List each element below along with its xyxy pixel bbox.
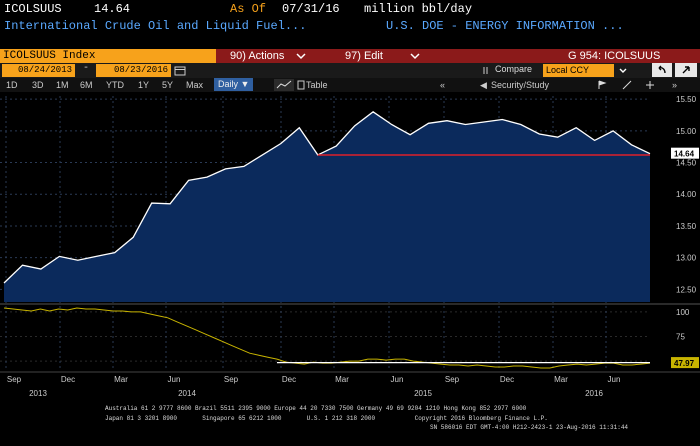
as-of-date: 07/31/16	[282, 2, 340, 16]
range-tab-1y[interactable]: 1Y	[138, 80, 150, 90]
security-study-button[interactable]: Security/Study	[491, 80, 550, 90]
description-row: International Crude Oil and Liquid Fuel.…	[0, 18, 700, 33]
frequency-label: Daily	[218, 79, 239, 89]
page-label: G 954: ICOLSUUS	[568, 50, 661, 62]
line-chart-icon[interactable]	[274, 79, 294, 91]
forward-arrow-icon	[682, 66, 690, 74]
footer: Australia 61 2 9777 8600 Brazil 5511 239…	[0, 402, 700, 446]
last-value-badge-label: 47.97	[674, 359, 695, 368]
area-series-fill	[4, 111, 650, 302]
x-year-label: 2013	[29, 389, 47, 398]
x-tick-label: Mar	[335, 375, 349, 384]
x-tick-label: Jun	[168, 375, 181, 384]
footer-line-3: SN 586016 EDT GMT-4:00 H212-2423-1 23-Au…	[430, 424, 629, 431]
menu-bar: ICOLSUUS Index 90) Actions 97) Edit G 95…	[0, 49, 700, 63]
scroll-right-button[interactable]: »	[672, 80, 678, 90]
calendar-icon[interactable]	[174, 65, 186, 76]
footer-line-2: Japan 81 3 3201 8900 Singapore 65 6212 1…	[105, 415, 548, 422]
y-tick-label: 15.00	[676, 127, 697, 136]
compare-icon	[483, 67, 488, 74]
study-left-icon[interactable]: ◀	[480, 80, 487, 90]
date-separator: -	[83, 63, 90, 74]
range-tab-1m[interactable]: 1M	[56, 80, 69, 90]
x-tick-label: Dec	[282, 375, 296, 384]
x-tick-label: Jun	[608, 375, 621, 384]
table-tab[interactable]: Table	[306, 80, 328, 90]
forward-button[interactable]	[675, 63, 697, 77]
y-tick-label: 14.50	[676, 159, 697, 168]
x-tick-label: Sep	[7, 375, 22, 384]
scroll-left-button[interactable]: «	[440, 80, 446, 90]
x-tick-label: Mar	[114, 375, 128, 384]
y-tick-label: 13.00	[676, 254, 697, 263]
y-tick-label: 14.00	[676, 190, 697, 199]
x-tick-label: Sep	[224, 375, 239, 384]
range-tab-max[interactable]: Max	[186, 80, 204, 90]
price-chart[interactable]: 15.50 15.00 14.50 14.00 13.50 13.00 12.50 14.64…	[0, 92, 700, 402]
security-header: ICOLSUUS 14.64 As Of 07/31/16 million bb…	[0, 0, 700, 18]
line-tool-icon[interactable]	[622, 80, 632, 90]
x-tick-label: Dec	[500, 375, 514, 384]
x-year-label: 2016	[585, 389, 603, 398]
x-year-label: 2015	[414, 389, 432, 398]
edit-menu[interactable]: 97) Edit	[345, 50, 383, 62]
actions-menu[interactable]: 90) Actions	[230, 50, 285, 62]
x-year-label: 2014	[178, 389, 196, 398]
footer-line-1: Australia 61 2 9777 8600 Brazil 5511 239…	[105, 405, 527, 412]
x-tick-label: Jun	[391, 375, 404, 384]
table-icon	[297, 80, 305, 90]
range-tab-5y[interactable]: 5Y	[162, 80, 174, 90]
currency-select[interactable]: Local CCY	[543, 64, 614, 77]
compare-label[interactable]: Compare	[495, 64, 533, 74]
x-tick-label: Dec	[61, 375, 75, 384]
range-tab-ytd[interactable]: YTD	[106, 80, 124, 90]
chevron-down-icon[interactable]	[294, 51, 308, 61]
index-label[interactable]: ICOLSUUS Index	[0, 49, 216, 63]
source: U.S. DOE - ENERGY INFORMATION ...	[386, 19, 624, 33]
lower-y-axis: 100755047.97	[671, 308, 699, 369]
area-series-line	[3, 110, 651, 284]
chevron-down-icon[interactable]	[617, 65, 629, 76]
last-value-badge	[671, 357, 699, 369]
as-of-label: As Of	[230, 2, 267, 16]
y-tick-label: 100	[676, 308, 690, 317]
last-value-badge-label: 14.64	[674, 150, 695, 159]
frequency-select[interactable]: Daily ▼	[214, 78, 254, 91]
x-tick-label: Sep	[445, 375, 460, 384]
range-tab-6m[interactable]: 6M	[80, 80, 93, 90]
last-value: 14.64	[94, 2, 131, 16]
x-axis: Sep Dec Mar Jun Sep Dec Mar Jun Sep Dec Mar Jun 2013…	[0, 371, 700, 398]
x-tick-label: Mar	[554, 375, 568, 384]
range-tabs-bar: 1D 3D 1M 6M YTD 1Y 5Y Max Daily ▼ Table « ◀ Sec…	[0, 78, 700, 92]
chevron-down-icon[interactable]	[408, 51, 422, 61]
description: International Crude Oil and Liquid Fuel.…	[4, 19, 307, 33]
flag-icon[interactable]	[597, 80, 607, 90]
back-button[interactable]	[652, 63, 672, 77]
crosshair-icon[interactable]	[645, 80, 655, 90]
y-tick-label: 12.50	[676, 285, 697, 294]
last-value-badge	[671, 147, 699, 159]
units: million bbl/day	[364, 2, 473, 16]
upper-y-axis: 15.50 15.00 14.50 14.00 13.50 13.00 12.50 14.64	[671, 95, 699, 294]
y-tick-label: 13.50	[676, 222, 697, 231]
y-tick-label: 75	[676, 333, 685, 342]
controls-bar: 08/24/2013 - 08/23/2016 Compare Local CC…	[0, 63, 700, 78]
range-tab-1d[interactable]: 1D	[6, 80, 18, 90]
end-date-input[interactable]: 08/23/2016	[96, 64, 171, 77]
undo-arrow-icon	[658, 65, 666, 74]
start-date-input[interactable]: 08/24/2013	[2, 64, 75, 77]
range-tab-3d[interactable]: 3D	[32, 80, 44, 90]
y-tick-label: 15.50	[676, 95, 697, 104]
ticker: ICOLSUUS	[4, 2, 62, 16]
